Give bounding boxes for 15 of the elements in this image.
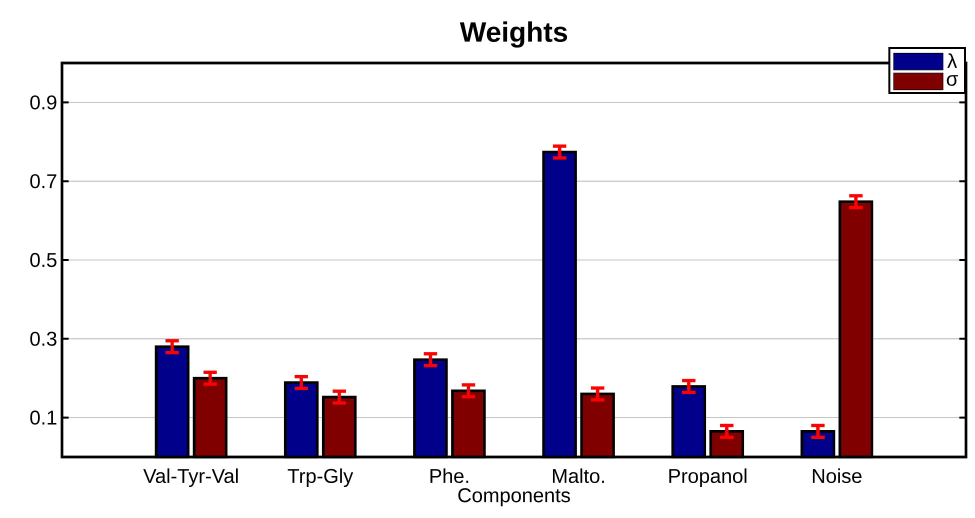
x-axis-title: Components: [458, 488, 570, 506]
x-tick-label: Noise: [812, 468, 862, 484]
legend-label: λ: [947, 53, 957, 68]
y-tick-label: 0.5: [30, 252, 56, 268]
chart-title: Weights: [460, 21, 568, 48]
x-tick-label: Val-Tyr-Val: [143, 468, 238, 488]
y-tick-label: 0.7: [30, 174, 56, 188]
x-tick-label: Trp-Gly: [288, 468, 354, 488]
y-tick-label: 0.1: [30, 410, 56, 425]
y-tick-label: 0.3: [30, 332, 56, 346]
x-tick-label: Phe.: [430, 468, 468, 484]
y-tick-label: 0.9: [30, 95, 56, 110]
legend-label: σ: [946, 75, 958, 86]
x-tick-label: Propanol: [669, 468, 746, 488]
x-tick-label: Malto.: [552, 468, 604, 484]
